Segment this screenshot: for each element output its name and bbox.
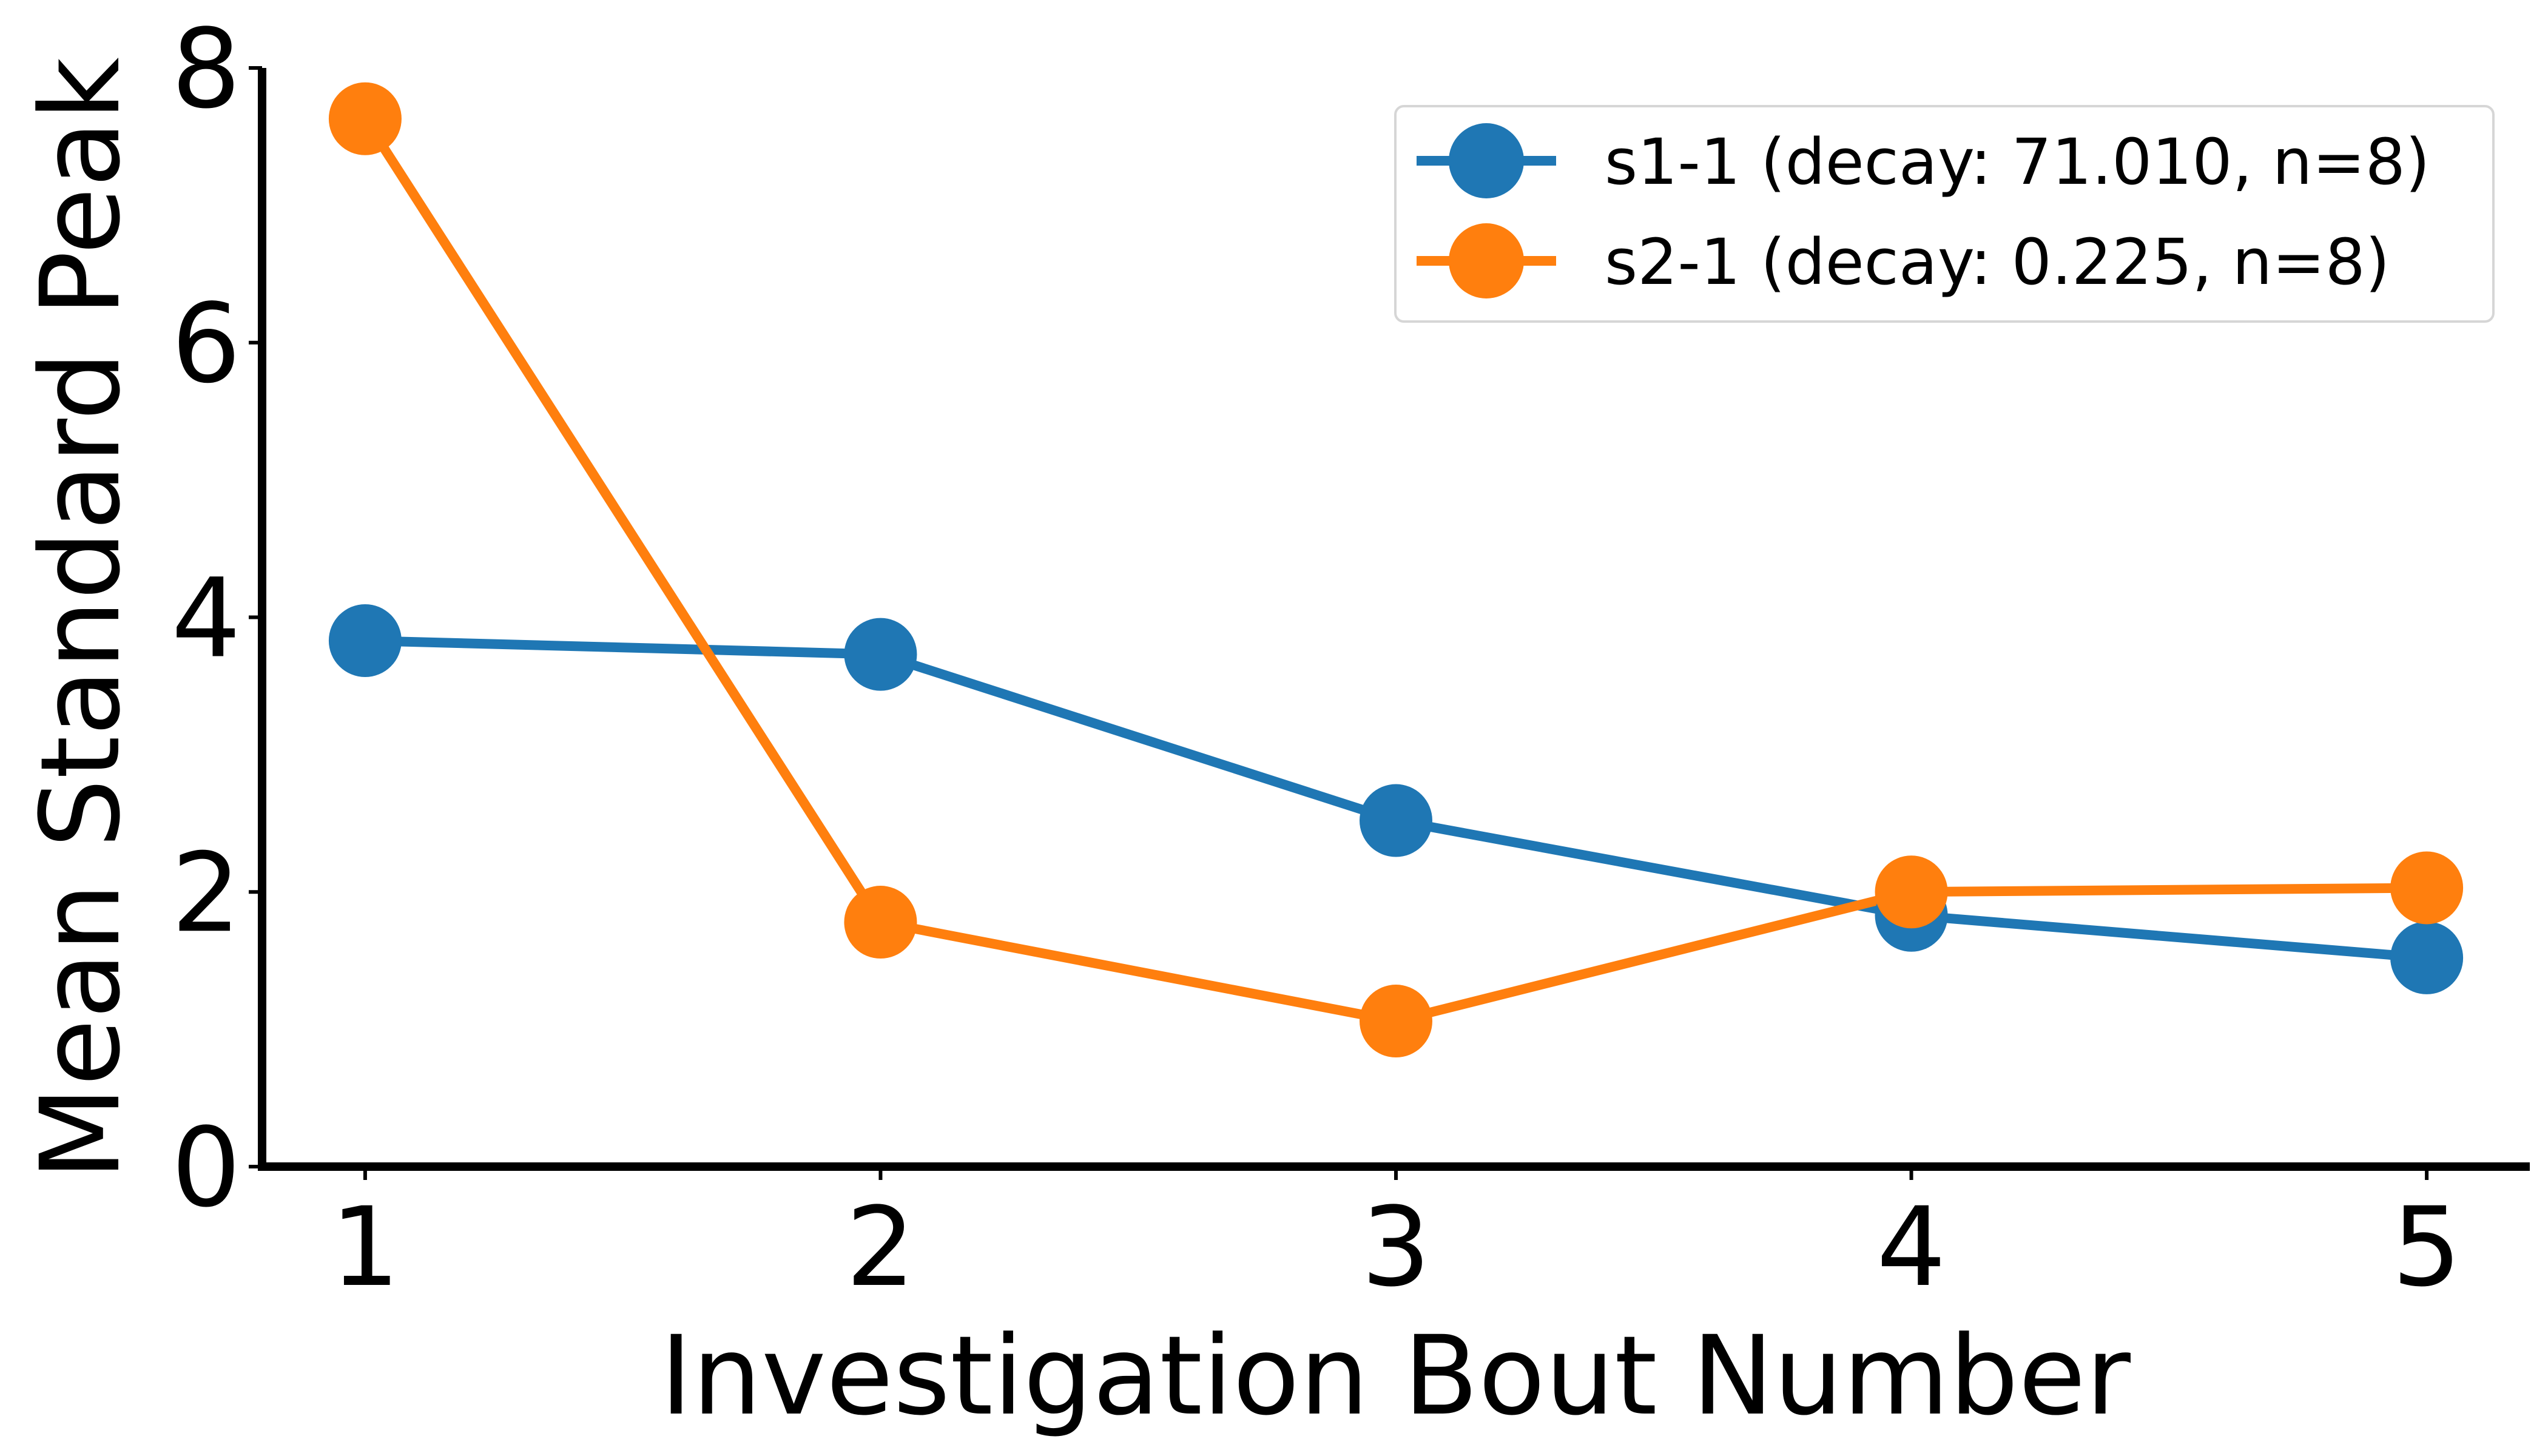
legend-frame [1394, 105, 2495, 323]
legend-marker-swatch [1449, 223, 1524, 298]
x-tick-label: 1 [331, 1184, 400, 1311]
legend-marker-swatch [1449, 123, 1524, 198]
series-1-point [2390, 921, 2464, 994]
y-axis-title: Mean Standard Peak [18, 57, 144, 1180]
series-2-point [1875, 855, 1948, 929]
x-ticks: 1 2 3 4 5 [331, 1167, 2462, 1311]
legend: s1-1 (decay: 71.010, n=8) s2-1 (decay: 0.… [1394, 105, 2495, 323]
series-2-point [844, 886, 917, 959]
plot-markers [328, 82, 2464, 1058]
legend-label: s2-1 (decay: 0.225, n=8) [1605, 225, 2390, 299]
series-2-point [328, 82, 402, 155]
series-1-point [1360, 784, 1432, 857]
y-ticks: 0 2 4 6 8 [171, 6, 262, 1232]
x-tick-label: 5 [2392, 1184, 2462, 1311]
y-tick-label: 6 [171, 281, 241, 408]
series-1-point [844, 618, 917, 691]
y-tick-label: 4 [171, 556, 241, 682]
series-2-point [2390, 851, 2464, 925]
series-2-point [1360, 985, 1432, 1058]
y-tick-label: 2 [171, 830, 241, 957]
y-tick-label: 0 [171, 1105, 241, 1232]
y-tick-label: 8 [171, 6, 241, 133]
x-tick-label: 2 [846, 1184, 915, 1311]
legend-label: s1-1 (decay: 71.010, n=8) [1605, 125, 2430, 199]
legend-items: s1-1 (decay: 71.010, n=8) s2-1 (decay: 0.… [1417, 123, 2430, 299]
x-tick-label: 4 [1876, 1184, 1946, 1311]
x-tick-label: 3 [1361, 1184, 1431, 1311]
x-axis-title: Investigation Bout Number [660, 1313, 2131, 1440]
series-1-point [328, 604, 402, 677]
